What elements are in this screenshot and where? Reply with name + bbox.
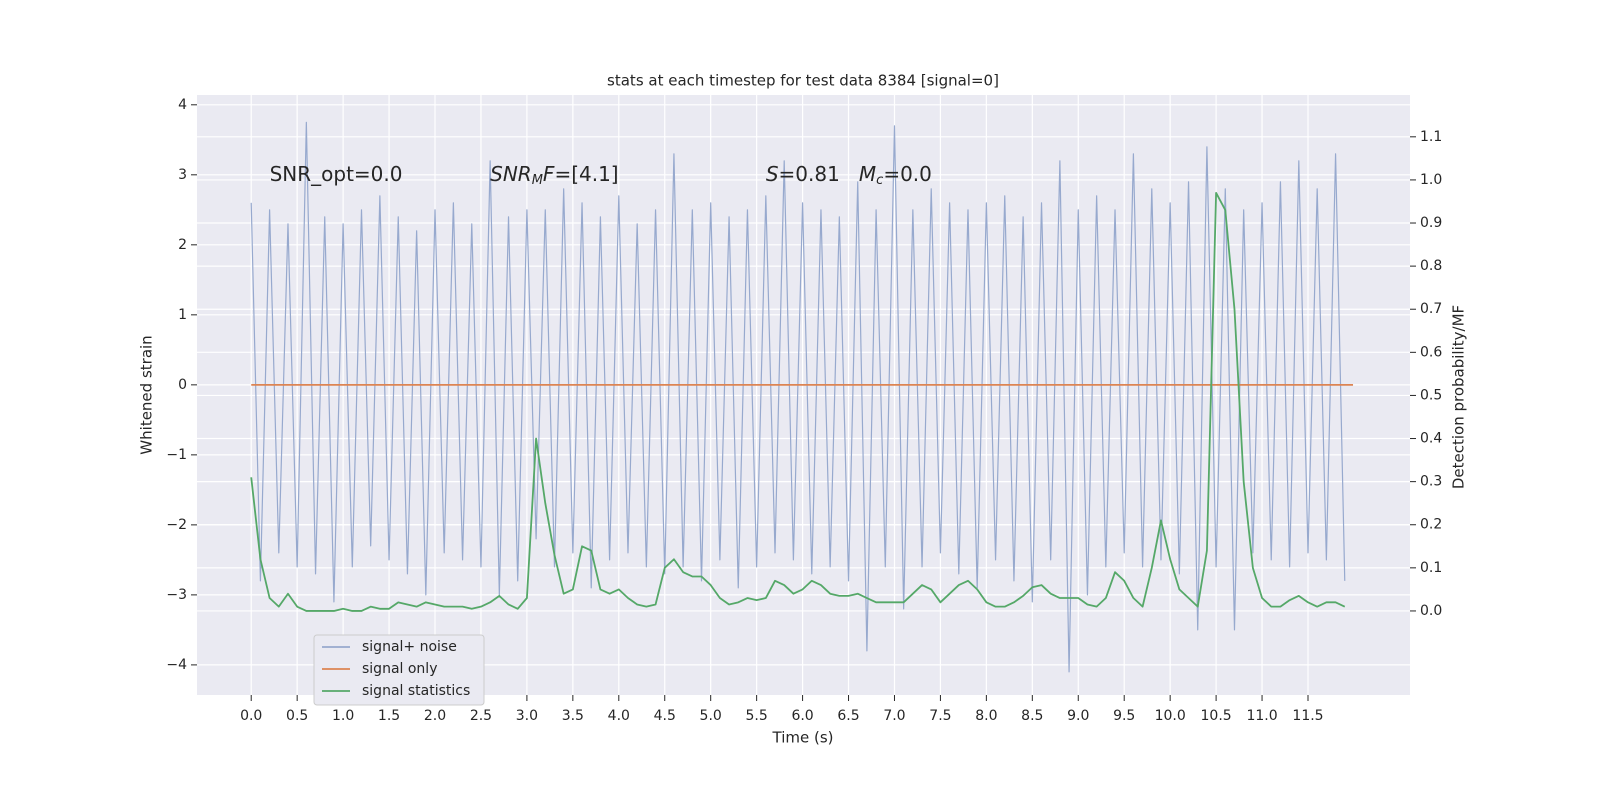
annotation-part: F (543, 161, 555, 185)
legend: signal+ noise signal only signal statistic… (313, 634, 485, 706)
y-tick-label: 1 (178, 307, 187, 323)
y2-tick-label: 0.1 (1420, 560, 1442, 576)
series-line (250, 121, 1346, 673)
x-tick-label: 7.5 (929, 708, 951, 724)
x-tick-label: 10.0 (1155, 708, 1186, 724)
x-tick-label: 7.0 (883, 708, 905, 724)
y-tick-label: −4 (166, 657, 187, 673)
y2-tick-label: 1.1 (1420, 129, 1442, 145)
annotation-part: M (532, 172, 543, 187)
x-tick-label: 0.5 (286, 708, 308, 724)
y2-tick-label: 1.0 (1420, 172, 1442, 188)
y-tick-label: 3 (178, 167, 187, 183)
x-tick-label: 3.5 (562, 708, 584, 724)
annotation-part: S (766, 161, 779, 185)
annotation-part: SNR_opt=0.0 (270, 161, 403, 185)
x-tick-label: 9.0 (1067, 708, 1089, 724)
y-tick-label: −3 (166, 587, 187, 603)
annotation-part: c (876, 172, 883, 187)
annotation-part: =[4.1] (554, 161, 618, 185)
x-tick-label: 3.0 (516, 708, 538, 724)
series-line (250, 191, 1346, 612)
y-axis-label: Whitened strain (138, 335, 156, 454)
legend-label: signal+ noise (362, 639, 457, 655)
x-axis-label: Time (s) (772, 729, 834, 747)
annotation-part: =0.81 (779, 161, 859, 185)
x-tick-label: 5.0 (700, 708, 722, 724)
y-tick-label: −2 (166, 517, 187, 533)
x-tick-label: 1.0 (332, 708, 354, 724)
x-tick-label: 9.5 (1113, 708, 1135, 724)
x-tick-label: 6.5 (837, 708, 859, 724)
x-tick-label: 8.0 (975, 708, 997, 724)
annotation: SNR_opt=0.0 (270, 161, 403, 185)
annotation: S=0.81 Mc=0.0 (766, 161, 932, 187)
x-tick-label: 11.0 (1246, 708, 1277, 724)
annotation-part: M (859, 161, 876, 185)
x-tick-label: 5.5 (746, 708, 768, 724)
annotation-part: SNR (490, 161, 532, 185)
y2-tick-label: 0.6 (1420, 344, 1442, 360)
chart-title: stats at each timestep for test data 838… (607, 72, 999, 90)
y2-tick-label: 0.4 (1420, 431, 1442, 447)
y2-tick-label: 0.5 (1420, 387, 1442, 403)
x-tick-label: 6.0 (791, 708, 813, 724)
y2-tick-label: 0.0 (1420, 603, 1442, 619)
x-tick-label: 0.0 (240, 708, 262, 724)
y2-tick-label: 0.8 (1420, 258, 1442, 274)
x-tick-label: 11.5 (1292, 708, 1323, 724)
y-tick-label: 2 (178, 237, 187, 253)
x-tick-label: 1.5 (378, 708, 400, 724)
y-tick-label: −1 (166, 447, 187, 463)
x-tick-label: 8.5 (1021, 708, 1043, 724)
legend-label: signal statistics (362, 683, 470, 699)
x-tick-label: 2.0 (424, 708, 446, 724)
y2-tick-label: 0.3 (1420, 474, 1442, 490)
y2-axis-label: Detection probability/MF (1450, 305, 1468, 489)
y2-tick-label: 0.9 (1420, 215, 1442, 231)
x-tick-label: 10.5 (1201, 708, 1232, 724)
y-tick-label: 4 (178, 97, 187, 113)
annotation: SNRMF=[4.1] (490, 161, 618, 187)
x-tick-label: 4.0 (608, 708, 630, 724)
legend-box (313, 634, 485, 706)
x-tick-label: 2.5 (470, 708, 492, 724)
y-tick-label: 0 (178, 377, 187, 393)
legend-label: signal only (362, 661, 437, 677)
annotation-part: =0.0 (883, 161, 932, 185)
y2-tick-label: 0.2 (1420, 517, 1442, 533)
y2-tick-label: 0.7 (1420, 301, 1442, 317)
x-tick-label: 4.5 (654, 708, 676, 724)
